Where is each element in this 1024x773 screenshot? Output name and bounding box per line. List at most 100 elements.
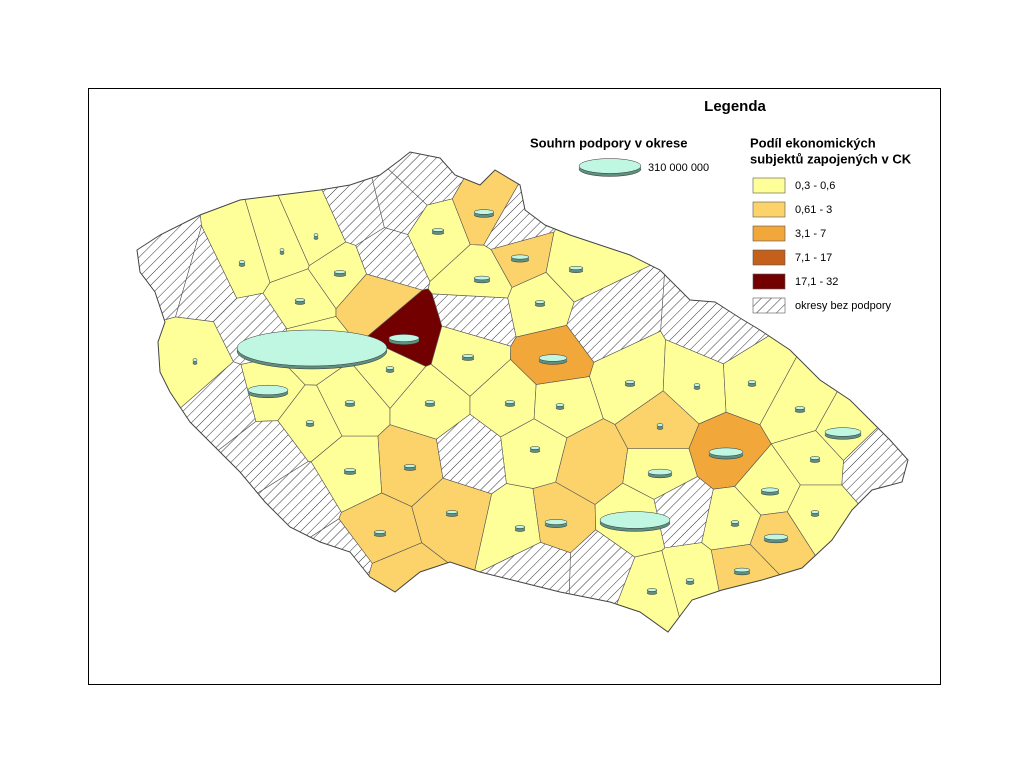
bubble-top: [192, 358, 198, 362]
bubble-top: [333, 270, 347, 274]
bubble-top: [473, 209, 495, 215]
legend-swatch: [752, 297, 786, 314]
support-bubble: [385, 366, 395, 373]
bubble-top: [578, 158, 642, 174]
share-title: Podíl ekonomických: [750, 135, 876, 150]
bubble-top: [279, 248, 285, 252]
legend-label: 17,1 - 32: [795, 276, 838, 288]
bubble-top: [473, 275, 491, 281]
support-bubble: [685, 578, 695, 585]
bubble-top: [529, 446, 541, 450]
support-bubble: [647, 468, 673, 479]
bubble-top: [810, 510, 820, 514]
legend-label: okresy bez podpory: [795, 300, 891, 312]
bubble-top: [624, 380, 636, 384]
bubble-top: [247, 384, 289, 396]
support-bubble: [646, 588, 658, 595]
legend-title: Legenda: [704, 98, 766, 115]
bubble-top: [373, 530, 387, 534]
bubble-top: [555, 403, 565, 407]
support-bubble: [373, 530, 387, 537]
support-bubble: [624, 380, 636, 387]
support-bubble: [313, 233, 319, 240]
legend-label: 0,61 - 3: [795, 204, 832, 216]
support-bubble: [534, 300, 546, 307]
bubble-top: [388, 334, 420, 342]
support-bubble: [760, 487, 780, 496]
country-outline: [136, 151, 909, 633]
bubble-top: [343, 468, 357, 472]
bubble-top: [424, 400, 436, 404]
support-bubble: [236, 329, 388, 370]
bubble-top: [344, 400, 356, 404]
bubble-top: [445, 510, 459, 514]
support-bubble: [555, 403, 565, 410]
bubble-top: [693, 383, 701, 387]
support-bubble: [708, 447, 744, 460]
bubble-top: [461, 354, 475, 358]
support-bubble: [388, 334, 420, 345]
support-bubble: [343, 468, 357, 475]
support-bubble: [568, 266, 584, 273]
support-bubble: [461, 354, 475, 361]
support-bubble: [445, 510, 459, 517]
legend-swatch: [752, 201, 786, 218]
legend-swatch: [752, 273, 786, 290]
bubble-top: [238, 260, 246, 264]
district: [533, 376, 604, 439]
share-title: subjektů zapojených v CK: [750, 151, 912, 166]
support-bubble: [344, 400, 356, 407]
support-bubble: [424, 400, 436, 407]
bubble-top: [730, 520, 740, 524]
bubble-top: [313, 233, 319, 237]
support-bubble: [599, 511, 671, 532]
bubble-top: [809, 456, 821, 460]
bubble-top: [747, 380, 757, 384]
bubble-top: [646, 588, 658, 592]
support-bubble: [809, 456, 821, 463]
legend-label: 7,1 - 17: [795, 252, 832, 264]
support-bubble: [794, 406, 806, 413]
bubble-top: [534, 300, 546, 304]
bubble-top: [794, 406, 806, 410]
legend-swatch: [752, 225, 786, 242]
support-bubble: [824, 427, 862, 440]
support-bubble: [514, 525, 526, 532]
bubble-top: [763, 533, 789, 541]
bubble-top: [685, 578, 695, 582]
bubble-top: [733, 567, 751, 573]
support-bubble: [305, 420, 315, 427]
bubble-top: [431, 228, 445, 232]
bubble-top: [760, 487, 780, 493]
support-bubble: [656, 423, 664, 430]
bubble-top: [385, 366, 395, 370]
support-bubble: [810, 510, 820, 517]
bubble-top: [568, 266, 584, 270]
support-bubble: [279, 248, 285, 255]
legend-label: 3,1 - 7: [795, 228, 826, 240]
support-bubble: [294, 298, 306, 305]
support-bubble: [238, 260, 246, 267]
support-bubble: [693, 383, 701, 390]
support-bubble: [473, 209, 495, 218]
support-bubble: [544, 519, 568, 528]
legend-swatch: [752, 249, 786, 266]
bubble-top: [708, 447, 744, 457]
support-bubble: [504, 400, 516, 407]
support-bubble: [431, 228, 445, 235]
support-bubble: [333, 270, 347, 277]
support-bubble: [529, 446, 541, 453]
bubble-top: [403, 464, 417, 468]
bubble-top: [510, 254, 530, 260]
support-bubble: [247, 384, 289, 399]
bubble-top: [656, 423, 664, 427]
support-bubble: [763, 533, 789, 544]
legend-swatch: [752, 177, 786, 194]
support-bubble: [510, 254, 530, 263]
bubble-top: [599, 511, 671, 529]
bubble-top: [544, 519, 568, 525]
support-bubble: [538, 354, 568, 365]
support-bubble: [730, 520, 740, 527]
support-bubble: [192, 358, 198, 365]
